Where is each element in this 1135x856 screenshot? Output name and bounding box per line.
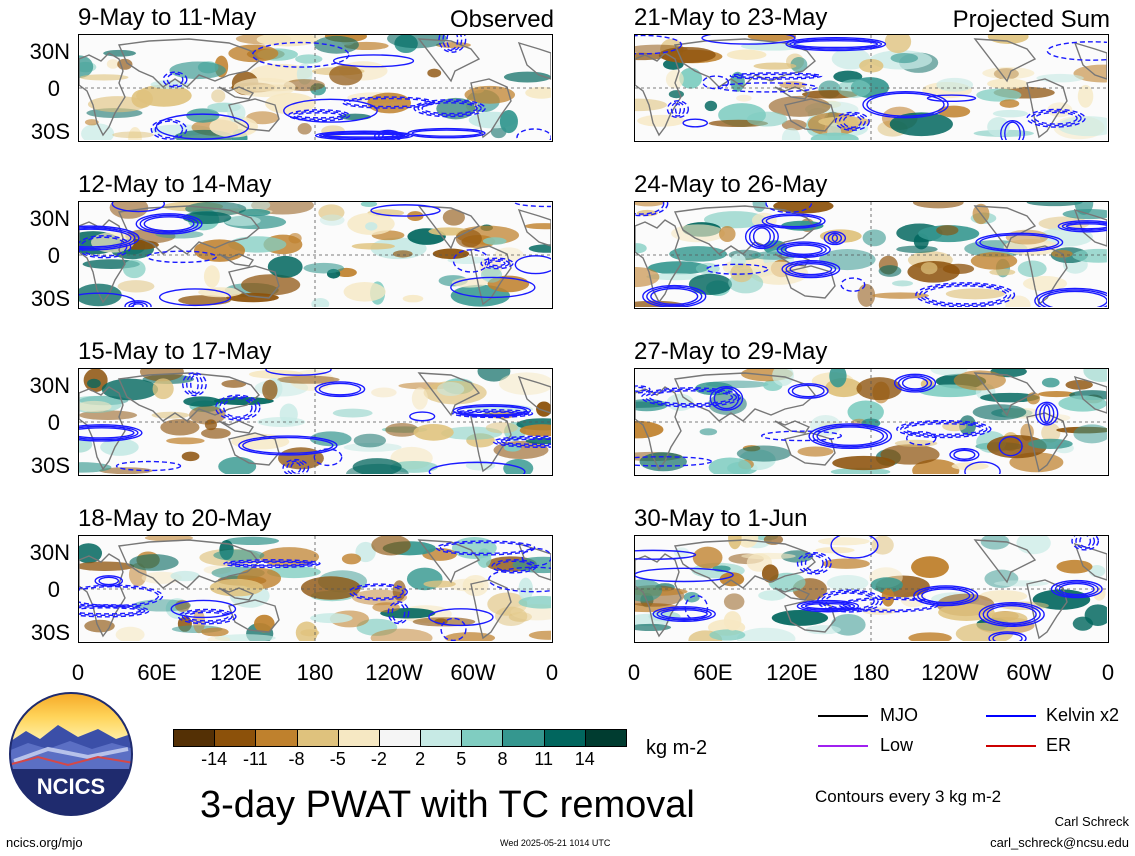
colorbar-tick-label: 8 bbox=[497, 749, 508, 769]
colorbar-segment bbox=[502, 729, 545, 747]
lon-label: 0 bbox=[71, 660, 85, 685]
footer-url[interactable]: ncics.org/mjo bbox=[6, 835, 83, 850]
colorbar-segment bbox=[420, 729, 463, 747]
lon-label: 60W bbox=[1006, 660, 1052, 685]
lon-label: 120W bbox=[921, 660, 979, 685]
legend-line-kelvin bbox=[986, 715, 1036, 717]
legend-label: ER bbox=[1046, 735, 1072, 755]
legend-line-mjo bbox=[818, 715, 868, 717]
lon-label: 180 bbox=[296, 660, 334, 685]
map-panel bbox=[634, 368, 1109, 476]
lon-label: 120W bbox=[365, 660, 423, 685]
colorbar-segment bbox=[214, 729, 257, 747]
lat-label: 30S bbox=[30, 620, 70, 645]
panel-title: 9-May to 11-May bbox=[78, 4, 257, 31]
panel-title: 15-May to 17-May bbox=[78, 338, 272, 365]
panel-title: 18-May to 20-May bbox=[78, 505, 272, 532]
map-panel bbox=[78, 34, 553, 142]
map-panel bbox=[78, 535, 553, 643]
colorbar: -14 -11 -8 -5 -2 2 5 8 11 14 bbox=[173, 729, 627, 775]
lon-label: 60E bbox=[693, 660, 733, 685]
map-panel bbox=[634, 201, 1109, 309]
colorbar-segment bbox=[255, 729, 298, 747]
colorbar-tick-label: -14 bbox=[201, 749, 228, 769]
colorbar-tick-label: 14 bbox=[574, 749, 595, 769]
legend-label: Low bbox=[880, 735, 914, 755]
panel-title: 30-May to 1-Jun bbox=[634, 505, 808, 532]
lat-label: 30S bbox=[30, 286, 70, 311]
lat-label: 0 bbox=[47, 577, 60, 602]
colorbar-unit: kg m-2 bbox=[646, 737, 708, 759]
legend-label: Kelvin x2 bbox=[1046, 705, 1120, 725]
logo-text: NCICS bbox=[37, 774, 105, 799]
map-panel bbox=[78, 368, 553, 476]
legend-line-er bbox=[986, 745, 1036, 747]
colorbar-tick-label: -2 bbox=[370, 749, 387, 769]
colorbar-segment bbox=[461, 729, 504, 747]
lon-label: 0 bbox=[1101, 660, 1115, 685]
colorbar-tick-label: -5 bbox=[329, 749, 346, 769]
contour-note: Contours every 3 kg m-2 bbox=[815, 787, 1002, 806]
panel-tag-projected: Projected Sum bbox=[952, 6, 1110, 33]
colorbar-tick-label: 5 bbox=[456, 749, 467, 769]
ncics-logo: NCICS bbox=[8, 691, 134, 817]
footer-author: Carl Schreck bbox=[1054, 814, 1129, 829]
footer-email[interactable]: carl_schreck@ncsu.edu bbox=[990, 835, 1129, 850]
main-title: 3-day PWAT with TC removal bbox=[200, 784, 695, 826]
colorbar-segment bbox=[173, 729, 216, 747]
map-panel bbox=[634, 34, 1109, 142]
lat-label: 30N bbox=[29, 206, 70, 231]
colorbar-segment bbox=[543, 729, 586, 747]
lat-label: 0 bbox=[47, 410, 60, 435]
footer-timestamp: Wed 2025-05-21 1014 UTC bbox=[500, 838, 611, 848]
lat-label: 30N bbox=[29, 540, 70, 565]
legend-line-low bbox=[818, 745, 868, 747]
colorbar-tick-label: 2 bbox=[415, 749, 426, 769]
lat-label: 30S bbox=[30, 119, 70, 144]
colorbar-tick-label: -8 bbox=[288, 749, 305, 769]
panel-title: 12-May to 14-May bbox=[78, 171, 272, 198]
lat-label: 0 bbox=[47, 76, 60, 101]
lat-label: 30N bbox=[29, 373, 70, 398]
colorbar-segment bbox=[296, 729, 339, 747]
lon-label: 60E bbox=[137, 660, 177, 685]
lat-label: 30N bbox=[29, 39, 70, 64]
panel-title: 21-May to 23-May bbox=[634, 4, 828, 31]
legend-label: MJO bbox=[880, 705, 918, 725]
lon-label: 0 bbox=[627, 660, 641, 685]
lon-label: 120E bbox=[210, 660, 262, 685]
colorbar-tick-label: 11 bbox=[534, 749, 553, 769]
panel-tag-observed: Observed bbox=[449, 6, 554, 33]
map-panel bbox=[78, 201, 553, 309]
lat-label: 0 bbox=[47, 243, 60, 268]
panel-title: 27-May to 29-May bbox=[634, 338, 828, 365]
lon-label: 0 bbox=[545, 660, 559, 685]
lon-label: 120E bbox=[766, 660, 818, 685]
colorbar-tick-label: -11 bbox=[243, 749, 268, 769]
lon-label: 180 bbox=[852, 660, 890, 685]
map-panel bbox=[634, 535, 1109, 643]
colorbar-segment bbox=[378, 729, 422, 747]
panel-title: 24-May to 26-May bbox=[634, 171, 828, 198]
lon-label: 60W bbox=[450, 660, 496, 685]
colorbar-segment bbox=[584, 729, 627, 747]
colorbar-segment bbox=[337, 729, 380, 747]
lat-label: 30S bbox=[30, 453, 70, 478]
